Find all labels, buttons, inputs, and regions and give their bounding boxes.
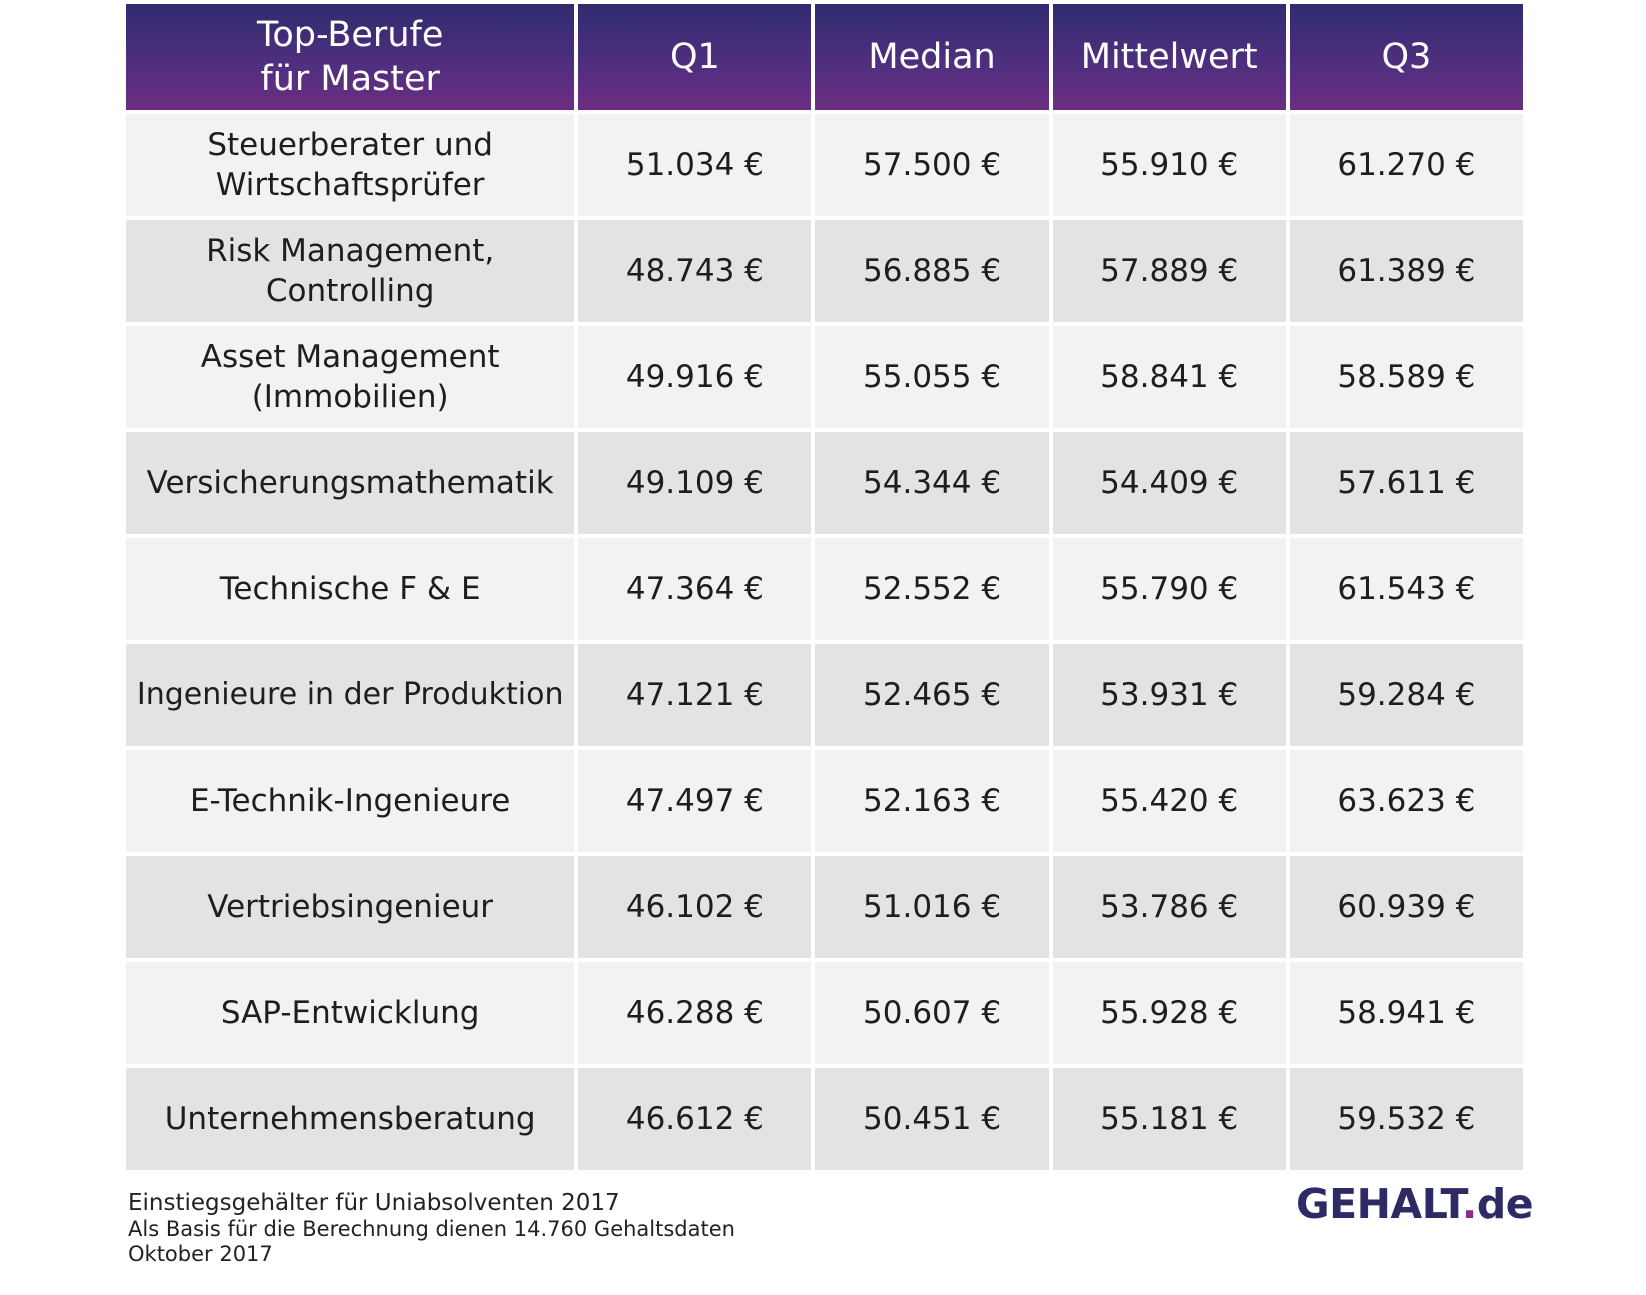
header-profession: Top-Berufe für Master bbox=[126, 4, 575, 110]
q1-cell: 47.364 € bbox=[578, 538, 812, 640]
profession-cell: SAP-Entwicklung bbox=[126, 962, 575, 1064]
q1-cell: 48.743 € bbox=[578, 220, 812, 322]
footnote-date: Oktober 2017 bbox=[128, 1242, 273, 1266]
footnote-basis: Als Basis für die Berechnung dienen 14.7… bbox=[128, 1217, 735, 1241]
median-cell: 55.055 € bbox=[815, 326, 1049, 428]
logo-dot: . bbox=[1461, 1180, 1478, 1228]
q1-cell: 47.121 € bbox=[578, 644, 812, 746]
q1-cell: 46.288 € bbox=[578, 962, 812, 1064]
mean-cell: 55.928 € bbox=[1052, 962, 1286, 1064]
table-row: Steuerberater und Wirtschaftsprüfer 51.0… bbox=[126, 114, 1523, 216]
table-row: Vertriebsingenieur 46.102 € 51.016 € 53.… bbox=[126, 856, 1523, 958]
q3-cell: 61.543 € bbox=[1289, 538, 1523, 640]
profession-cell: Steuerberater und Wirtschaftsprüfer bbox=[126, 114, 575, 216]
mean-cell: 55.181 € bbox=[1052, 1068, 1286, 1170]
q3-cell: 61.389 € bbox=[1289, 220, 1523, 322]
mean-cell: 53.786 € bbox=[1052, 856, 1286, 958]
mean-cell: 55.910 € bbox=[1052, 114, 1286, 216]
q3-cell: 63.623 € bbox=[1289, 750, 1523, 852]
profession-cell: Versicherungsmathematik bbox=[126, 432, 575, 534]
profession-cell: Ingenieure in der Produktion bbox=[126, 644, 575, 746]
footnote-title: Einstiegsgehälter für Uniabsolventen 201… bbox=[128, 1190, 620, 1216]
mean-cell: 55.790 € bbox=[1052, 538, 1286, 640]
mean-cell: 57.889 € bbox=[1052, 220, 1286, 322]
q3-cell: 59.284 € bbox=[1289, 644, 1523, 746]
q1-cell: 46.102 € bbox=[578, 856, 812, 958]
salary-table: Top-Berufe für Master Q1 Median Mittelwe… bbox=[122, 0, 1527, 1174]
mean-cell: 53.931 € bbox=[1052, 644, 1286, 746]
mean-cell: 58.841 € bbox=[1052, 326, 1286, 428]
table-header: Top-Berufe für Master Q1 Median Mittelwe… bbox=[126, 4, 1523, 110]
median-cell: 57.500 € bbox=[815, 114, 1049, 216]
table-row: E-Technik-Ingenieure 47.497 € 52.163 € 5… bbox=[126, 750, 1523, 852]
table-row: SAP-Entwicklung 46.288 € 50.607 € 55.928… bbox=[126, 962, 1523, 1064]
mean-cell: 55.420 € bbox=[1052, 750, 1286, 852]
median-cell: 50.451 € bbox=[815, 1068, 1049, 1170]
header-row: Top-Berufe für Master Q1 Median Mittelwe… bbox=[126, 4, 1523, 110]
table-row: Versicherungsmathematik 49.109 € 54.344 … bbox=[126, 432, 1523, 534]
q3-cell: 61.270 € bbox=[1289, 114, 1523, 216]
median-cell: 52.552 € bbox=[815, 538, 1049, 640]
median-cell: 52.163 € bbox=[815, 750, 1049, 852]
table-row: Technische F & E 47.364 € 52.552 € 55.79… bbox=[126, 538, 1523, 640]
q1-cell: 47.497 € bbox=[578, 750, 812, 852]
header-q3: Q3 bbox=[1289, 4, 1523, 110]
q3-cell: 58.941 € bbox=[1289, 962, 1523, 1064]
table-body: Steuerberater und Wirtschaftsprüfer 51.0… bbox=[126, 114, 1523, 1170]
profession-cell: Technische F & E bbox=[126, 538, 575, 640]
median-cell: 50.607 € bbox=[815, 962, 1049, 1064]
header-median: Median bbox=[815, 4, 1049, 110]
gehalt-logo: GEHALT.de bbox=[1296, 1180, 1534, 1228]
q1-cell: 46.612 € bbox=[578, 1068, 812, 1170]
table-row: Risk Management, Controlling 48.743 € 56… bbox=[126, 220, 1523, 322]
q3-cell: 59.532 € bbox=[1289, 1068, 1523, 1170]
median-cell: 52.465 € bbox=[815, 644, 1049, 746]
q3-cell: 58.589 € bbox=[1289, 326, 1523, 428]
footnote: Einstiegsgehälter für Uniabsolventen 201… bbox=[128, 1190, 735, 1267]
logo-text-tld: de bbox=[1476, 1180, 1534, 1228]
salary-table-container: Top-Berufe für Master Q1 Median Mittelwe… bbox=[126, 4, 1523, 1170]
table-row: Asset Management (Immobilien) 49.916 € 5… bbox=[126, 326, 1523, 428]
header-profession-label: Top-Berufe für Master bbox=[256, 15, 444, 99]
profession-cell: Unternehmensberatung bbox=[126, 1068, 575, 1170]
header-mean: Mittelwert bbox=[1052, 4, 1286, 110]
logo-text-main: GEHALT bbox=[1296, 1180, 1462, 1228]
header-q1: Q1 bbox=[578, 4, 812, 110]
table-row: Unternehmensberatung 46.612 € 50.451 € 5… bbox=[126, 1068, 1523, 1170]
mean-cell: 54.409 € bbox=[1052, 432, 1286, 534]
median-cell: 56.885 € bbox=[815, 220, 1049, 322]
table-row: Ingenieure in der Produktion 47.121 € 52… bbox=[126, 644, 1523, 746]
profession-cell: Asset Management (Immobilien) bbox=[126, 326, 575, 428]
profession-cell: Risk Management, Controlling bbox=[126, 220, 575, 322]
q3-cell: 60.939 € bbox=[1289, 856, 1523, 958]
q3-cell: 57.611 € bbox=[1289, 432, 1523, 534]
q1-cell: 49.109 € bbox=[578, 432, 812, 534]
profession-cell: Vertriebsingenieur bbox=[126, 856, 575, 958]
q1-cell: 49.916 € bbox=[578, 326, 812, 428]
q1-cell: 51.034 € bbox=[578, 114, 812, 216]
median-cell: 54.344 € bbox=[815, 432, 1049, 534]
median-cell: 51.016 € bbox=[815, 856, 1049, 958]
profession-cell: E-Technik-Ingenieure bbox=[126, 750, 575, 852]
